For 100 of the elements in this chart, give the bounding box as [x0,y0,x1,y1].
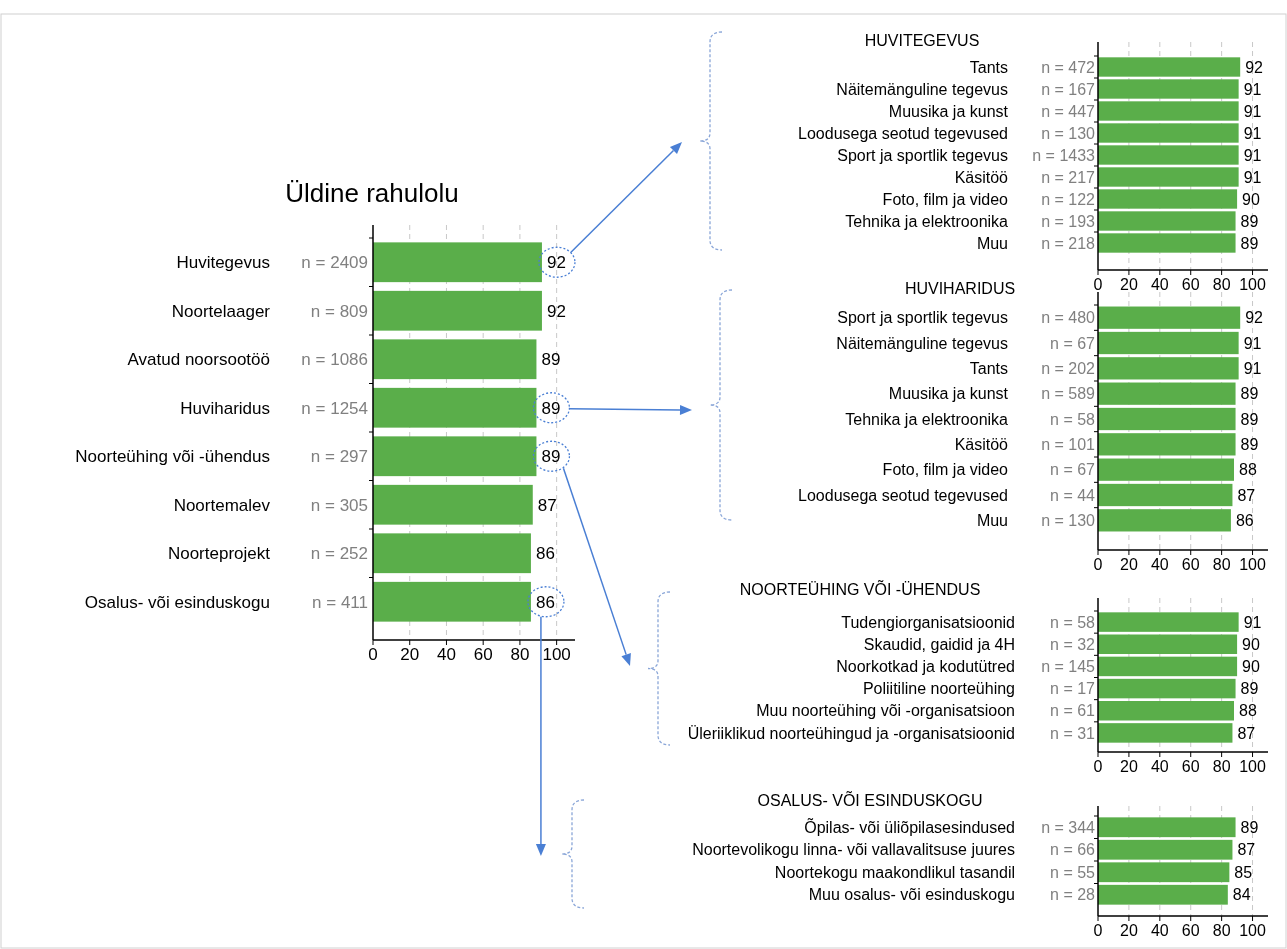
data-label: 92 [546,253,566,273]
x-tick-label: 20 [1120,556,1138,573]
y-tick-label: Skaudid, gaidid ja 4H [863,635,1015,653]
text: n = 17 [1050,680,1096,698]
y-tick-label: Noortevolikogu linna- või vallavalitsuse juures [692,841,1015,859]
x-tick-label: 60 [1181,556,1200,573]
x-tick-label: 0 [1093,556,1103,573]
y-tick-label: Noortekogu maakondlikul tasandil [774,863,1015,881]
text: n = 167 [1041,80,1096,98]
bar [373,242,542,283]
data-label: 86 [535,544,555,564]
x-tick-label: 100 [1239,556,1266,573]
x-tick-label: 60 [1181,276,1200,293]
x-tick-label: 40 [1150,556,1169,573]
data-label: 88 [1239,702,1257,720]
data-label: 87 [1237,841,1256,859]
text: n = 809 [310,301,368,321]
y-tick-label: Muu osalus- või esinduskogu [808,886,1015,904]
bar [373,339,537,380]
x-tick-label: 60 [1181,758,1200,775]
data-label: 89 [1240,435,1259,453]
y-tick-label: Tehnika ja elektroonika [845,212,1009,230]
data-label: 85 [1234,863,1253,881]
y-tick-label: Tudengiorganisatsioonid [841,613,1015,631]
text: n = 589 [1041,385,1096,403]
text: n = 44 [1050,486,1096,504]
bar [373,436,537,477]
x-tick-label: 0 [1093,758,1103,775]
text: n = 202 [1041,359,1096,377]
text: n = 411 [312,592,368,612]
text: n = 2409 [301,253,368,273]
data-label: 92 [546,301,566,321]
text: n = 61 [1050,702,1096,720]
text: n = 305 [310,495,368,515]
data-label: 91 [1243,359,1262,377]
x-tick-label: 100 [1239,758,1266,775]
text: n = 31 [1050,724,1096,742]
y-tick-label: Noortelaager [171,301,271,321]
y-tick-label: Huvitegevus [176,253,270,273]
data-label: 91 [1243,146,1262,164]
x-tick-label: 80 [1212,556,1231,573]
text: n = 218 [1041,234,1096,252]
text: n = 130 [1041,511,1096,529]
y-tick-label: Tehnika ja elektroonika [845,410,1009,428]
text: n = 472 [1041,58,1096,76]
y-tick-label: Käsitöö [954,435,1009,453]
data-label: 91 [1243,613,1262,631]
text: n = 1254 [301,398,368,418]
text: n = 447 [1041,102,1096,120]
text: n = 130 [1041,124,1096,142]
x-tick-label: 20 [400,645,420,664]
bar [373,387,537,428]
y-tick-label: Tants [969,58,1008,76]
data-label: 88 [1239,461,1257,479]
data-label: 89 [1240,234,1259,252]
y-tick-label: Sport ja sportlik tegevus [837,309,1008,327]
data-label: 86 [535,592,555,612]
data-label: 89 [1240,680,1259,698]
y-tick-label: Noorteprojekt [167,544,271,564]
data-label: 91 [1243,102,1262,120]
x-tick-label: 20 [1120,758,1138,775]
data-label: 90 [1242,658,1260,676]
y-tick-label: Noorkotkad ja kodutütred [836,658,1015,676]
x-tick-label: 0 [1093,922,1103,939]
text: n = 480 [1041,309,1096,327]
data-label: 91 [1243,80,1262,98]
text: n = 1086 [301,350,368,370]
data-label: 87 [537,495,557,515]
y-tick-label: Avatud noorsootöö [127,350,270,370]
y-tick-label: Õpilas- või üliõpilasesindused [804,816,1015,836]
y-tick-label: Muu [976,511,1008,529]
y-tick-label: Loodusega seotud tegevused [798,124,1008,142]
x-tick-label: 20 [1120,276,1138,293]
text: n = 297 [310,447,368,467]
x-tick-label: 20 [1120,922,1138,939]
text: OSALUS- VÕI ESINDUSKOGU [757,790,983,809]
x-tick-label: 60 [473,645,493,664]
data-label: 89 [1240,212,1259,230]
x-tick-label: 0 [1093,276,1103,293]
y-tick-label: Foto, film ja video [882,461,1009,479]
text: NOORTEÜHING VÕI -ÜHENDUS [739,579,981,598]
chart-title: Üldine rahulolu [285,178,459,208]
x-tick-label: 80 [510,645,530,664]
data-label: 89 [541,398,561,418]
x-tick-label: 40 [1150,276,1169,293]
data-label: 92 [1245,309,1264,327]
y-tick-label: Muusika ja kunst [888,385,1009,403]
data-label: 89 [1240,385,1259,403]
data-label: 89 [541,350,561,370]
x-tick-label: 80 [1212,758,1231,775]
text: n = 32 [1050,635,1096,653]
y-tick-label: Tants [969,359,1008,377]
x-tick-label: 60 [1181,922,1200,939]
data-label: 91 [1243,334,1262,352]
x-tick-label: 80 [1212,276,1231,293]
text: n = 1433 [1032,146,1096,164]
y-tick-label: Muusika ja kunst [888,102,1009,120]
text: n = 58 [1050,613,1096,631]
bar [373,290,542,331]
text: n = 101 [1041,435,1096,453]
